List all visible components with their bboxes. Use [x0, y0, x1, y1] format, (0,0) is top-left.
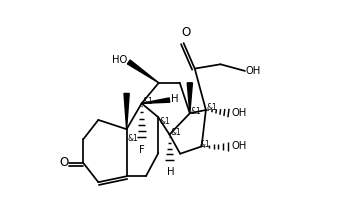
Polygon shape — [187, 83, 192, 113]
Text: O: O — [59, 157, 68, 169]
Text: &1: &1 — [159, 117, 170, 126]
Text: &1: &1 — [143, 97, 153, 106]
Text: OH: OH — [232, 141, 247, 152]
Text: HO: HO — [113, 55, 128, 65]
Polygon shape — [127, 60, 159, 83]
Text: F: F — [139, 145, 145, 155]
Text: &1: &1 — [207, 103, 218, 112]
Polygon shape — [124, 94, 129, 129]
Polygon shape — [142, 98, 170, 103]
Text: H: H — [167, 167, 175, 177]
Text: OH: OH — [246, 66, 261, 76]
Text: &1: &1 — [171, 128, 181, 137]
Text: OH: OH — [232, 108, 247, 118]
Text: &1: &1 — [191, 107, 202, 116]
Text: H: H — [171, 94, 179, 104]
Text: O: O — [181, 26, 190, 39]
Text: &1: &1 — [128, 135, 139, 143]
Text: &1: &1 — [200, 140, 210, 149]
